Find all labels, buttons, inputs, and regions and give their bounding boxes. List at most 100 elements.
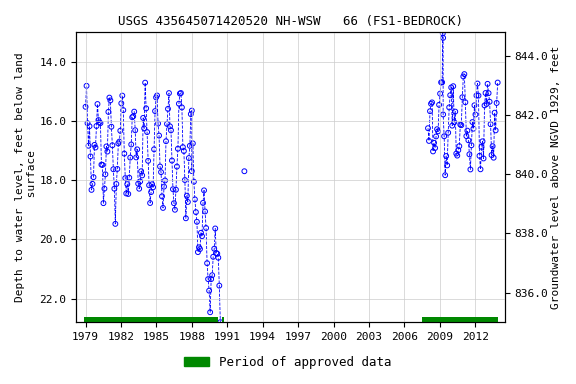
Point	[139, 115, 148, 121]
Point	[179, 144, 188, 150]
Point	[177, 104, 187, 111]
Point	[479, 156, 488, 162]
Point	[92, 123, 101, 129]
Point	[426, 101, 435, 107]
Point	[217, 339, 226, 346]
Point	[468, 119, 477, 125]
Point	[450, 119, 459, 125]
Point	[439, 133, 449, 139]
Point	[491, 127, 500, 133]
Point	[183, 199, 192, 205]
Point	[467, 142, 476, 148]
Point	[471, 111, 480, 118]
Point	[182, 193, 191, 199]
Point	[120, 151, 129, 157]
Point	[168, 186, 177, 192]
Point	[170, 207, 180, 213]
Point	[127, 141, 136, 147]
Point	[442, 162, 452, 169]
Point	[469, 126, 478, 132]
Point	[158, 205, 168, 211]
Point	[169, 200, 179, 206]
Point	[113, 166, 122, 172]
Point	[124, 175, 134, 181]
Point	[444, 130, 453, 136]
Point	[481, 90, 490, 96]
Point	[185, 143, 195, 149]
Point	[135, 185, 144, 192]
Point	[164, 106, 173, 112]
Point	[164, 90, 173, 96]
Bar	[222, 317, 224, 323]
Point	[187, 168, 196, 174]
Point	[150, 108, 160, 114]
Bar	[84, 317, 218, 323]
Point	[188, 140, 198, 146]
Point	[90, 142, 99, 148]
Point	[146, 200, 155, 206]
Point	[240, 168, 249, 174]
Point	[450, 109, 460, 115]
Point	[123, 181, 132, 187]
Point	[166, 127, 176, 133]
Point	[150, 146, 159, 152]
Point	[190, 179, 199, 185]
Point	[456, 121, 465, 127]
Point	[474, 93, 483, 99]
Point	[483, 81, 492, 87]
Point	[87, 187, 96, 193]
Point	[109, 166, 118, 172]
Point	[492, 100, 501, 106]
Point	[154, 132, 164, 139]
Point	[446, 92, 455, 98]
Point	[82, 83, 91, 89]
Point	[210, 246, 219, 252]
Point	[153, 93, 162, 99]
Point	[161, 138, 170, 144]
Point	[476, 166, 485, 172]
Point	[160, 184, 169, 190]
Point	[106, 98, 115, 104]
Point	[211, 250, 221, 256]
Point	[115, 139, 124, 145]
Point	[438, 111, 448, 118]
Point	[438, 79, 447, 85]
Point	[165, 123, 175, 129]
Point	[430, 145, 439, 151]
Point	[126, 154, 135, 161]
Bar	[422, 317, 498, 323]
Point	[93, 101, 102, 107]
Point	[107, 124, 116, 130]
Point	[458, 73, 468, 79]
Point	[85, 123, 94, 129]
Point	[141, 79, 150, 86]
Point	[104, 109, 113, 115]
Point	[478, 138, 487, 144]
Point	[429, 148, 438, 154]
Point	[203, 276, 213, 282]
Point	[452, 151, 461, 157]
Point	[83, 120, 92, 126]
Point	[112, 181, 121, 187]
Point	[175, 91, 184, 97]
Point	[171, 187, 180, 193]
Point	[486, 121, 495, 127]
Point	[475, 153, 484, 159]
Point	[99, 200, 108, 206]
Point	[423, 125, 433, 131]
Point	[108, 142, 117, 148]
Point	[425, 138, 434, 144]
Point	[194, 244, 203, 250]
Point	[153, 121, 162, 127]
Point	[457, 122, 466, 128]
Point	[463, 127, 472, 134]
Point	[138, 172, 147, 179]
Point	[203, 260, 212, 266]
Point	[160, 177, 169, 184]
Y-axis label: Depth to water level, feet below land
 surface: Depth to water level, feet below land su…	[15, 52, 37, 302]
Point	[173, 146, 183, 152]
Point	[91, 144, 100, 151]
Point	[482, 101, 491, 107]
Point	[441, 172, 450, 178]
Point	[113, 140, 123, 146]
